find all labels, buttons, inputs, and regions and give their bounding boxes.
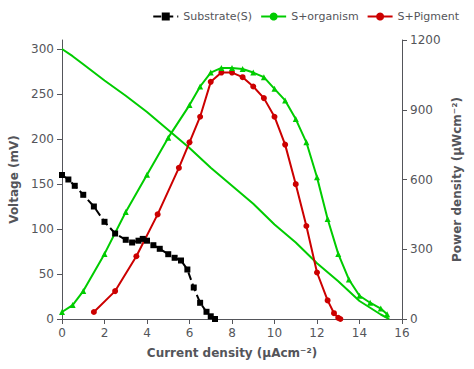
- svg-text:900: 900: [410, 103, 433, 117]
- svg-text:Voltage (mV): Voltage (mV): [7, 135, 21, 224]
- svg-text:300: 300: [31, 42, 54, 56]
- svg-text:4: 4: [143, 326, 151, 340]
- svg-text:6: 6: [186, 326, 194, 340]
- svg-text:50: 50: [39, 267, 54, 281]
- svg-text:150: 150: [31, 177, 54, 191]
- svg-text:0: 0: [58, 326, 66, 340]
- svg-text:0: 0: [410, 312, 418, 326]
- svg-text:Current density (μAcm⁻²): Current density (μAcm⁻²): [147, 346, 317, 360]
- svg-text:200: 200: [31, 132, 54, 146]
- svg-text:Substrate(S): Substrate(S): [183, 10, 252, 23]
- svg-text:1200: 1200: [410, 33, 441, 47]
- svg-text:600: 600: [410, 173, 433, 187]
- svg-text:16: 16: [394, 326, 409, 340]
- svg-text:300: 300: [410, 242, 433, 256]
- svg-text:Power density (μWcm⁻²): Power density (μWcm⁻²): [450, 97, 464, 262]
- svg-text:250: 250: [31, 87, 54, 101]
- svg-text:0: 0: [46, 312, 54, 326]
- svg-text:12: 12: [309, 326, 324, 340]
- svg-text:100: 100: [31, 222, 54, 236]
- svg-text:14: 14: [352, 326, 367, 340]
- svg-text:8: 8: [228, 326, 236, 340]
- svg-text:2: 2: [101, 326, 109, 340]
- svg-text:10: 10: [267, 326, 282, 340]
- svg-text:S+Pigment: S+Pigment: [398, 10, 460, 23]
- svg-text:S+organism: S+organism: [291, 10, 358, 23]
